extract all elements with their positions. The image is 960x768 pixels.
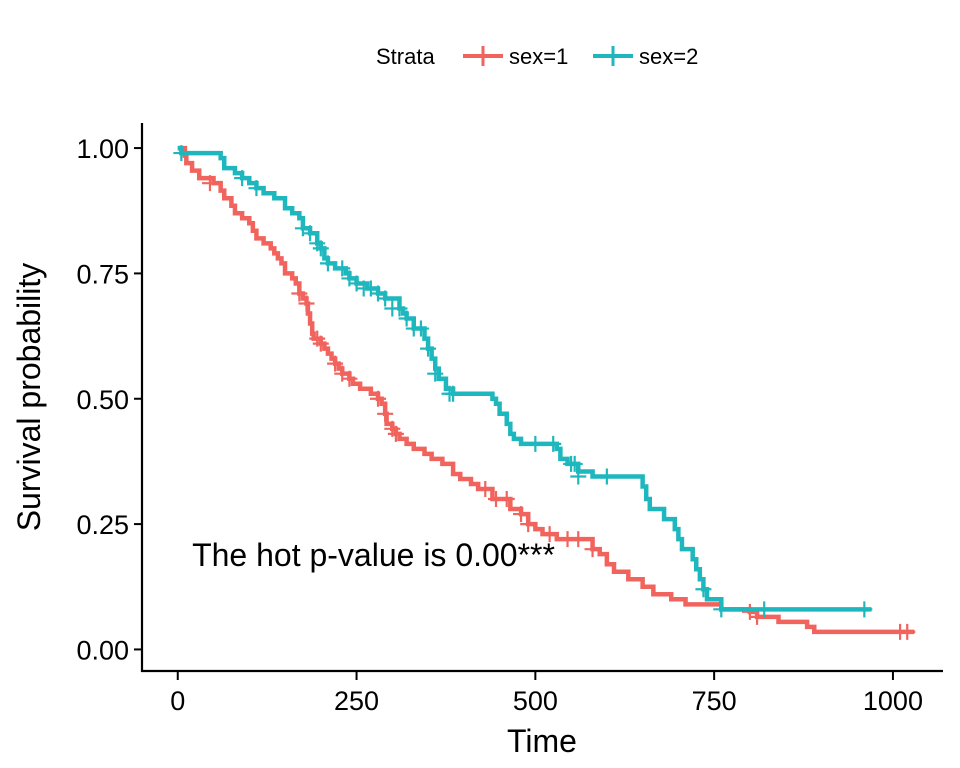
x-axis-ticks: 0 250 500 750 1000 bbox=[170, 672, 923, 716]
censor-mark bbox=[856, 601, 873, 618]
censor-mark bbox=[377, 405, 394, 422]
x-tick-label: 500 bbox=[513, 686, 558, 716]
legend-label-sex-1: sex=1 bbox=[509, 44, 568, 69]
survival-curve bbox=[177, 145, 915, 635]
series-sex-2 bbox=[173, 145, 873, 618]
censor-mark bbox=[291, 285, 308, 302]
censor-mark bbox=[713, 601, 730, 618]
censor-mark bbox=[412, 320, 429, 337]
censor-mark bbox=[584, 541, 601, 558]
legend: Strata sex=1 sex=2 bbox=[376, 44, 698, 69]
plot-area bbox=[173, 145, 916, 640]
censor-mark bbox=[398, 310, 415, 327]
x-tick-label: 0 bbox=[170, 686, 185, 716]
censor-mark bbox=[302, 225, 319, 242]
censor-mark bbox=[370, 390, 387, 407]
x-tick-label: 1000 bbox=[863, 686, 923, 716]
censor-mark bbox=[319, 255, 336, 272]
censor-mark bbox=[248, 180, 265, 197]
y-tick-label: 0.50 bbox=[76, 385, 129, 415]
censor-mark bbox=[334, 260, 351, 277]
legend-label-sex-2: sex=2 bbox=[639, 44, 698, 69]
censor-mark bbox=[598, 468, 615, 485]
censor-mark bbox=[234, 170, 251, 187]
censor-mark bbox=[327, 355, 344, 372]
legend-title: Strata bbox=[376, 44, 435, 69]
censor-mark bbox=[201, 175, 218, 192]
censor-mark bbox=[477, 481, 494, 497]
censor-mark bbox=[513, 506, 530, 523]
censor-mark bbox=[341, 370, 358, 387]
censor-mark bbox=[899, 623, 916, 640]
censor-mark bbox=[756, 601, 773, 618]
y-axis-ticks: 0.00 0.25 0.50 0.75 1.00 bbox=[76, 134, 142, 665]
censor-mark bbox=[427, 365, 444, 382]
y-tick-label: 0.25 bbox=[76, 510, 129, 540]
censor-mark bbox=[695, 581, 712, 598]
x-axis-title: Time bbox=[507, 723, 577, 759]
y-tick-label: 1.00 bbox=[76, 134, 129, 164]
censor-mark bbox=[391, 300, 408, 317]
censor-mark bbox=[498, 491, 515, 508]
censor-mark bbox=[312, 335, 329, 352]
censor-mark bbox=[566, 455, 583, 472]
censor-mark bbox=[377, 290, 394, 307]
censor-mark bbox=[312, 240, 329, 257]
censor-mark bbox=[173, 145, 190, 162]
censor-mark bbox=[445, 385, 462, 402]
censor-mark bbox=[570, 531, 587, 548]
censor-mark bbox=[545, 435, 562, 452]
series-sex-1 bbox=[177, 145, 916, 640]
legend-key-sex-1 bbox=[463, 46, 503, 66]
censor-mark bbox=[570, 468, 587, 485]
censor-mark bbox=[387, 425, 404, 442]
x-tick-label: 750 bbox=[692, 686, 737, 716]
y-axis-title: Survival probability bbox=[11, 263, 47, 532]
censor-mark bbox=[520, 516, 537, 533]
censor-mark bbox=[527, 435, 544, 452]
legend-key-sex-2 bbox=[593, 46, 633, 66]
censor-mark bbox=[298, 295, 315, 312]
censor-mark bbox=[420, 340, 437, 357]
p-value-annotation: The hot p-value is 0.00*** bbox=[192, 537, 555, 573]
censor-mark bbox=[541, 526, 558, 543]
y-tick-label: 0.00 bbox=[76, 635, 129, 665]
y-tick-label: 0.75 bbox=[76, 259, 129, 289]
x-tick-label: 250 bbox=[334, 686, 379, 716]
